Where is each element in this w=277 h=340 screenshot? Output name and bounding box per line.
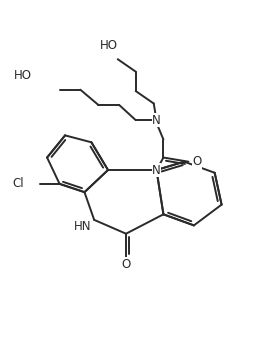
Text: N: N <box>152 114 161 126</box>
Text: N: N <box>152 164 161 176</box>
Text: HN: HN <box>74 220 91 233</box>
Text: HO: HO <box>14 69 32 82</box>
Text: O: O <box>193 155 202 168</box>
Text: HO: HO <box>100 39 118 52</box>
Text: Cl: Cl <box>12 177 24 190</box>
Text: O: O <box>121 258 131 271</box>
